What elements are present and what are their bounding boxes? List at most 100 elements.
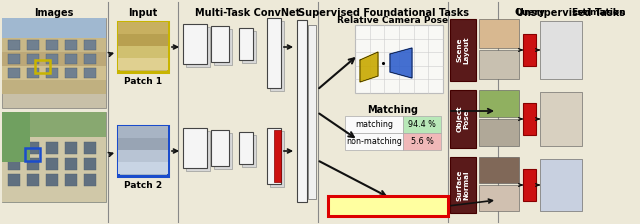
Bar: [118, 162, 168, 174]
Text: 5.6 %: 5.6 %: [411, 137, 433, 146]
Bar: [65, 174, 77, 186]
Text: non-matching: non-matching: [346, 137, 402, 146]
Bar: [2, 112, 30, 162]
Bar: [479, 157, 519, 183]
Bar: [450, 19, 476, 81]
Bar: [84, 174, 96, 186]
Bar: [27, 142, 39, 154]
Bar: [8, 54, 20, 64]
Text: Images: Images: [35, 8, 74, 18]
Text: Matching: Matching: [367, 105, 419, 115]
Bar: [297, 20, 307, 202]
Bar: [183, 128, 207, 168]
Bar: [118, 22, 168, 34]
Bar: [25, 148, 40, 161]
Bar: [118, 126, 168, 176]
Bar: [239, 132, 253, 164]
Bar: [118, 22, 168, 72]
Bar: [308, 25, 316, 199]
Text: Scene
Layout: Scene Layout: [456, 36, 470, 64]
Text: Input: Input: [129, 8, 157, 18]
Text: Patch 2: Patch 2: [124, 181, 162, 190]
Bar: [2, 38, 106, 52]
Bar: [2, 112, 106, 137]
Bar: [118, 58, 168, 70]
Bar: [403, 116, 441, 133]
Bar: [84, 54, 96, 64]
Bar: [65, 158, 77, 170]
Bar: [479, 119, 519, 146]
Bar: [403, 133, 441, 150]
Text: matching: matching: [355, 120, 393, 129]
Bar: [118, 46, 168, 58]
Bar: [214, 29, 232, 65]
Bar: [274, 130, 281, 182]
Bar: [214, 133, 232, 169]
Bar: [540, 21, 582, 79]
Bar: [523, 169, 536, 201]
Bar: [35, 60, 50, 73]
Bar: [345, 116, 403, 133]
Bar: [186, 27, 210, 67]
Text: 94.4 %: 94.4 %: [408, 120, 436, 129]
Bar: [65, 68, 77, 78]
Bar: [450, 90, 476, 148]
Polygon shape: [360, 52, 378, 82]
Bar: [479, 19, 519, 48]
Bar: [183, 24, 207, 64]
Bar: [2, 66, 106, 80]
Bar: [84, 40, 96, 50]
Bar: [523, 103, 536, 135]
Bar: [242, 31, 256, 63]
Bar: [84, 142, 96, 154]
Bar: [46, 158, 58, 170]
Bar: [270, 131, 284, 187]
Bar: [186, 131, 210, 171]
Bar: [46, 68, 58, 78]
Bar: [118, 126, 168, 138]
Bar: [27, 54, 39, 64]
Bar: [267, 128, 281, 184]
Text: Multi-Task ConvNet: Multi-Task ConvNet: [195, 8, 301, 18]
Bar: [46, 174, 58, 186]
Text: Object
Pose: Object Pose: [456, 106, 470, 132]
Bar: [211, 26, 229, 62]
Bar: [242, 135, 256, 167]
Bar: [65, 54, 77, 64]
Text: 3D Representation: 3D Representation: [333, 201, 443, 211]
Bar: [2, 18, 106, 38]
Bar: [84, 68, 96, 78]
Bar: [46, 142, 58, 154]
Text: Estimation: Estimation: [571, 8, 625, 17]
Text: Supervised Foundational Tasks: Supervised Foundational Tasks: [298, 8, 468, 18]
Bar: [27, 68, 39, 78]
Text: Unsupervised Tasks: Unsupervised Tasks: [516, 8, 625, 18]
Bar: [328, 196, 448, 216]
Bar: [8, 174, 20, 186]
Bar: [270, 21, 284, 91]
Text: Query: Query: [515, 8, 545, 17]
Text: Relative Camera Pose: Relative Camera Pose: [337, 16, 449, 25]
Bar: [118, 138, 168, 150]
Polygon shape: [390, 48, 412, 78]
Bar: [65, 40, 77, 50]
Text: Surface
Normal: Surface Normal: [456, 169, 470, 201]
Bar: [355, 25, 443, 93]
Bar: [523, 34, 536, 66]
Bar: [479, 90, 519, 117]
Bar: [8, 158, 20, 170]
Bar: [46, 54, 58, 64]
Bar: [2, 112, 106, 202]
Bar: [540, 92, 582, 146]
Bar: [8, 142, 20, 154]
Bar: [2, 137, 106, 202]
Bar: [540, 159, 582, 211]
Bar: [27, 40, 39, 50]
Bar: [84, 158, 96, 170]
Bar: [65, 142, 77, 154]
Bar: [239, 28, 253, 60]
Bar: [27, 174, 39, 186]
Bar: [479, 50, 519, 79]
Bar: [211, 130, 229, 166]
Bar: [118, 34, 168, 46]
